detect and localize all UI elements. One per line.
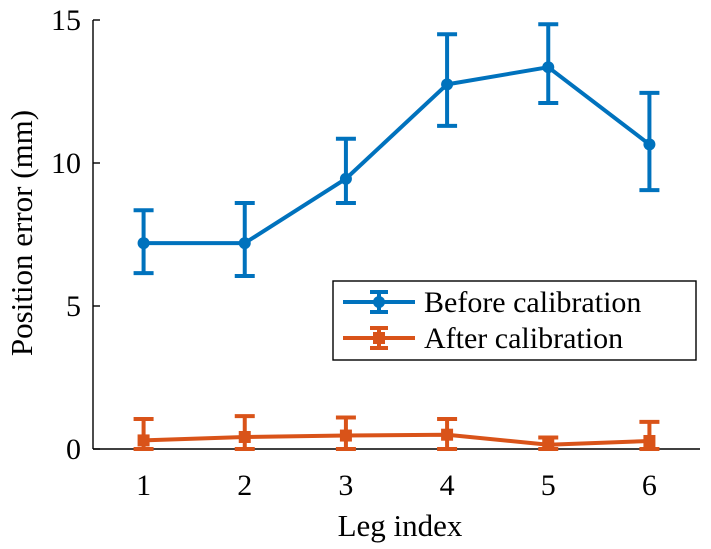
data-point (542, 438, 555, 451)
data-point (137, 434, 150, 447)
legend-label: After calibration (424, 322, 623, 355)
y-tick-label: 10 (51, 147, 81, 180)
x-tick-label: 5 (541, 469, 556, 502)
x-tick-label: 4 (440, 469, 455, 502)
data-point (643, 434, 656, 447)
plot-area: 0 5 10 15 1 2 3 4 5 6 (51, 4, 700, 502)
data-point (441, 78, 454, 91)
data-point (441, 428, 454, 441)
data-point (339, 172, 352, 185)
data-point (238, 237, 251, 250)
legend-box (332, 280, 697, 361)
legend-marker (373, 332, 385, 344)
series-before-calibration (133, 22, 660, 278)
series-line (143, 432, 650, 447)
y-axis-label: Position error (mm) (4, 110, 39, 356)
data-point (339, 429, 352, 442)
legend-marker (373, 296, 385, 308)
x-tick-label: 1 (136, 469, 151, 502)
y-tick-label: 15 (51, 4, 81, 37)
x-tick-label: 2 (237, 469, 252, 502)
x-tick-label: 3 (338, 469, 353, 502)
x-tick-label: 6 (642, 469, 657, 502)
series-after-calibration (133, 414, 660, 451)
series-line (143, 65, 651, 246)
data-point (137, 237, 150, 250)
y-tick-label: 0 (66, 433, 81, 466)
data-point (238, 430, 251, 443)
y-tick-label: 5 (66, 290, 81, 323)
x-axis-label: Leg index (338, 508, 463, 543)
legend-label: Before calibration (424, 286, 641, 319)
data-point (643, 138, 656, 151)
data-point (542, 61, 555, 74)
